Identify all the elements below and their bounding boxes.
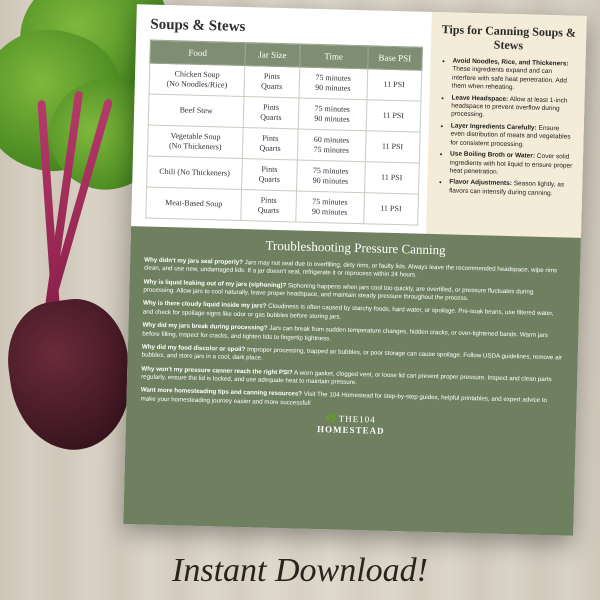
cell-food: Chicken Soup(No Noodles/Rice) [149,63,245,96]
table-row: Meat-Based SoupPintsQuarts75 minutes90 m… [146,187,419,225]
brand-logo: 🌿THE104 HOMESTEAD [140,408,562,440]
cell-psi: 11 PSI [367,69,422,101]
cell-jar: PintsQuarts [242,159,297,191]
tip-item: Layer Ingredients Carefully: Ensure even… [450,122,574,151]
troubleshooting-section: Troubleshooting Pressure Canning Why did… [123,226,581,536]
cell-food: Beef Stew [148,94,244,127]
tips-list: Avoid Noodles, Rice, and Thickeners: The… [437,57,576,199]
cell-time: 60 minutes75 minutes [297,129,366,162]
cell-jar: PintsQuarts [244,66,299,98]
table-title: Soups & Stews [150,17,423,41]
cell-psi: 11 PSI [365,131,420,163]
cell-psi: 11 PSI [364,162,419,194]
food-table: FoodJar SizeTimeBase PSI Chicken Soup(No… [145,40,423,226]
cell-time: 75 minutes90 minutes [298,98,367,131]
tips-title: Tips for Canning Soups & Stews [441,22,577,54]
table-header: Jar Size [245,43,300,67]
cell-jar: PintsQuarts [241,190,296,222]
cell-food: Vegetable Soup(No Thickeners) [147,125,243,158]
cell-jar: PintsQuarts [243,97,298,129]
cell-time: 75 minutes90 minutes [296,160,365,193]
cell-jar: PintsQuarts [243,128,298,160]
table-header: Base PSI [367,46,422,70]
table-header: Time [299,44,368,69]
table-header: Food [150,40,246,65]
instant-download-caption: Instant Download! [0,552,600,590]
tip-item: Flavor Adjustments: Season lightly, as f… [449,179,572,199]
cell-food: Meat-Based Soup [146,187,242,220]
table-section: Soups & Stews FoodJar SizeTimeBase PSI C… [131,4,432,234]
tip-item: Use Boiling Broth or Water: Cover solid … [449,151,573,180]
tip-item: Avoid Noodles, Rice, and Thickeners: The… [452,57,576,94]
cell-food: Chili (No Thickeners) [147,156,243,189]
cell-psi: 11 PSI [366,100,421,132]
tip-item: Leave Headspace: Allow at least 1-inch h… [451,94,575,123]
tips-sidebar: Tips for Canning Soups & Stews Avoid Noo… [426,12,587,238]
cell-time: 75 minutes90 minutes [295,191,364,224]
cell-time: 75 minutes90 minutes [299,67,368,100]
cell-psi: 11 PSI [363,193,418,225]
document-card: Soups & Stews FoodJar SizeTimeBase PSI C… [123,4,586,536]
